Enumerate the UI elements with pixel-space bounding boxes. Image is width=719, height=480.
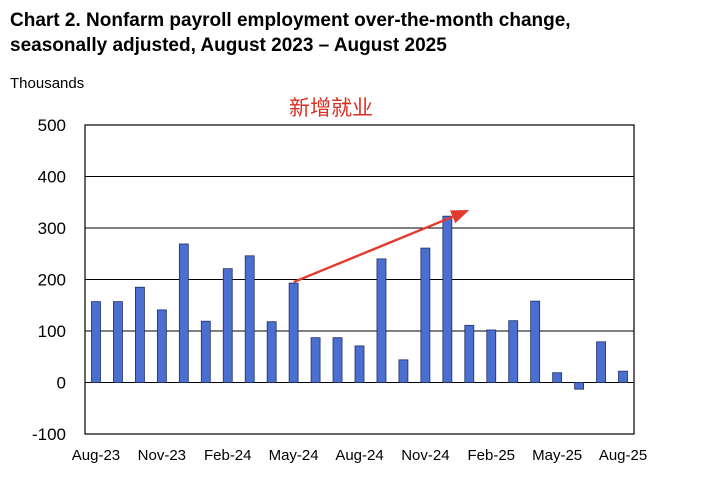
bar-Jul-24 (332, 337, 343, 383)
bar-Feb-24 (222, 268, 233, 383)
bar-Nov-23 (156, 309, 167, 383)
plot-frame (84, 124, 635, 435)
x-tick-label: May-24 (269, 447, 319, 464)
bar-Jan-25 (464, 324, 475, 383)
bar-Jan-24 (200, 320, 211, 383)
x-tick-label: Feb-24 (204, 447, 252, 464)
y-tick-label: 500 (38, 116, 66, 135)
bar-Aug-25 (618, 370, 628, 383)
arrow-shaft (293, 215, 454, 284)
bar-Dec-23 (178, 243, 189, 383)
bar-Feb-25 (486, 329, 497, 383)
trend-arrow (293, 209, 470, 284)
chart-title-line2: seasonally adjusted, August 2023 – Augus… (10, 35, 447, 56)
annotation-label: 新增就业 (289, 97, 373, 120)
bar-Jul-25 (596, 341, 606, 383)
bar-Oct-23 (134, 286, 145, 383)
x-tick-label: Nov-23 (138, 447, 186, 464)
bar-Mar-24 (244, 255, 255, 383)
bar-Dec-24 (442, 215, 453, 383)
bar-Sep-23 (113, 301, 123, 383)
bar-Mar-25 (508, 320, 519, 383)
bar-Nov-24 (420, 247, 431, 383)
x-tick-label: May-25 (532, 447, 582, 464)
y-tick-label: 200 (38, 271, 66, 290)
bar-May-25 (552, 372, 563, 383)
y-tick-labels: 500 400 300 200 100 0 -100 (32, 116, 66, 444)
bar-Sep-24 (376, 258, 387, 383)
chart-title-line1: Chart 2. Nonfarm payroll employment over… (10, 10, 571, 31)
bar-Apr-24 (266, 321, 277, 383)
x-tick-label: Aug-23 (72, 447, 120, 464)
y-tick-label: -100 (32, 425, 66, 444)
x-tick-label: Aug-25 (599, 447, 647, 464)
y-tick-label: 300 (38, 219, 66, 238)
bar-May-24 (288, 282, 299, 383)
chart-title: Chart 2. Nonfarm payroll employment over… (10, 8, 571, 58)
arrow-head (449, 209, 470, 224)
bar-Jun-24 (310, 337, 321, 383)
x-tick-labels: Aug-23 Nov-23 Feb-24 May-24 Aug-24 Nov-24 Feb-… (72, 447, 647, 464)
x-tick-label: Feb-25 (467, 447, 515, 464)
gridlines (84, 124, 635, 435)
x-tick-label: Aug-24 (335, 447, 383, 464)
y-tick-label: 400 (38, 168, 66, 187)
bar-Jun-25 (574, 382, 584, 390)
y-axis-unit-label: Thousands (10, 75, 85, 92)
bar-Aug-23 (91, 301, 101, 383)
x-tick-label: Nov-24 (401, 447, 449, 464)
bar-Aug-24 (354, 345, 365, 383)
bar-Apr-25 (530, 300, 541, 383)
y-tick-label: 0 (57, 374, 66, 393)
bars (91, 215, 628, 390)
y-tick-label: 100 (38, 322, 66, 341)
bar-Oct-24 (398, 359, 409, 383)
